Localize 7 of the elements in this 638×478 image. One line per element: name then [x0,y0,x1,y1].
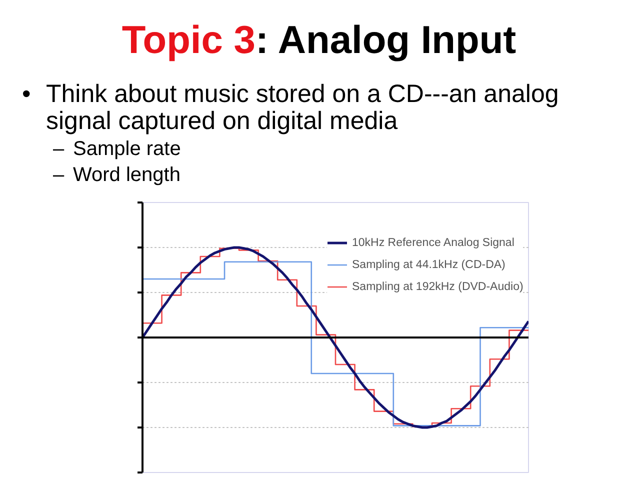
text: – Sample rate [53,136,181,162]
text: • Think about music stored on a CD---an analog signal captured on digital media [22,80,559,135]
text: – Word length [53,163,180,188]
legend-label: 10kHz Reference Analog Signal [352,236,514,250]
chart-title: Topic 3: Analog Input [120,19,518,62]
legend-label: Sampling at 192kHz (DVD-Audio) [352,280,524,294]
legend-label: Sampling at 44.1kHz (CD-DA) [352,258,506,272]
